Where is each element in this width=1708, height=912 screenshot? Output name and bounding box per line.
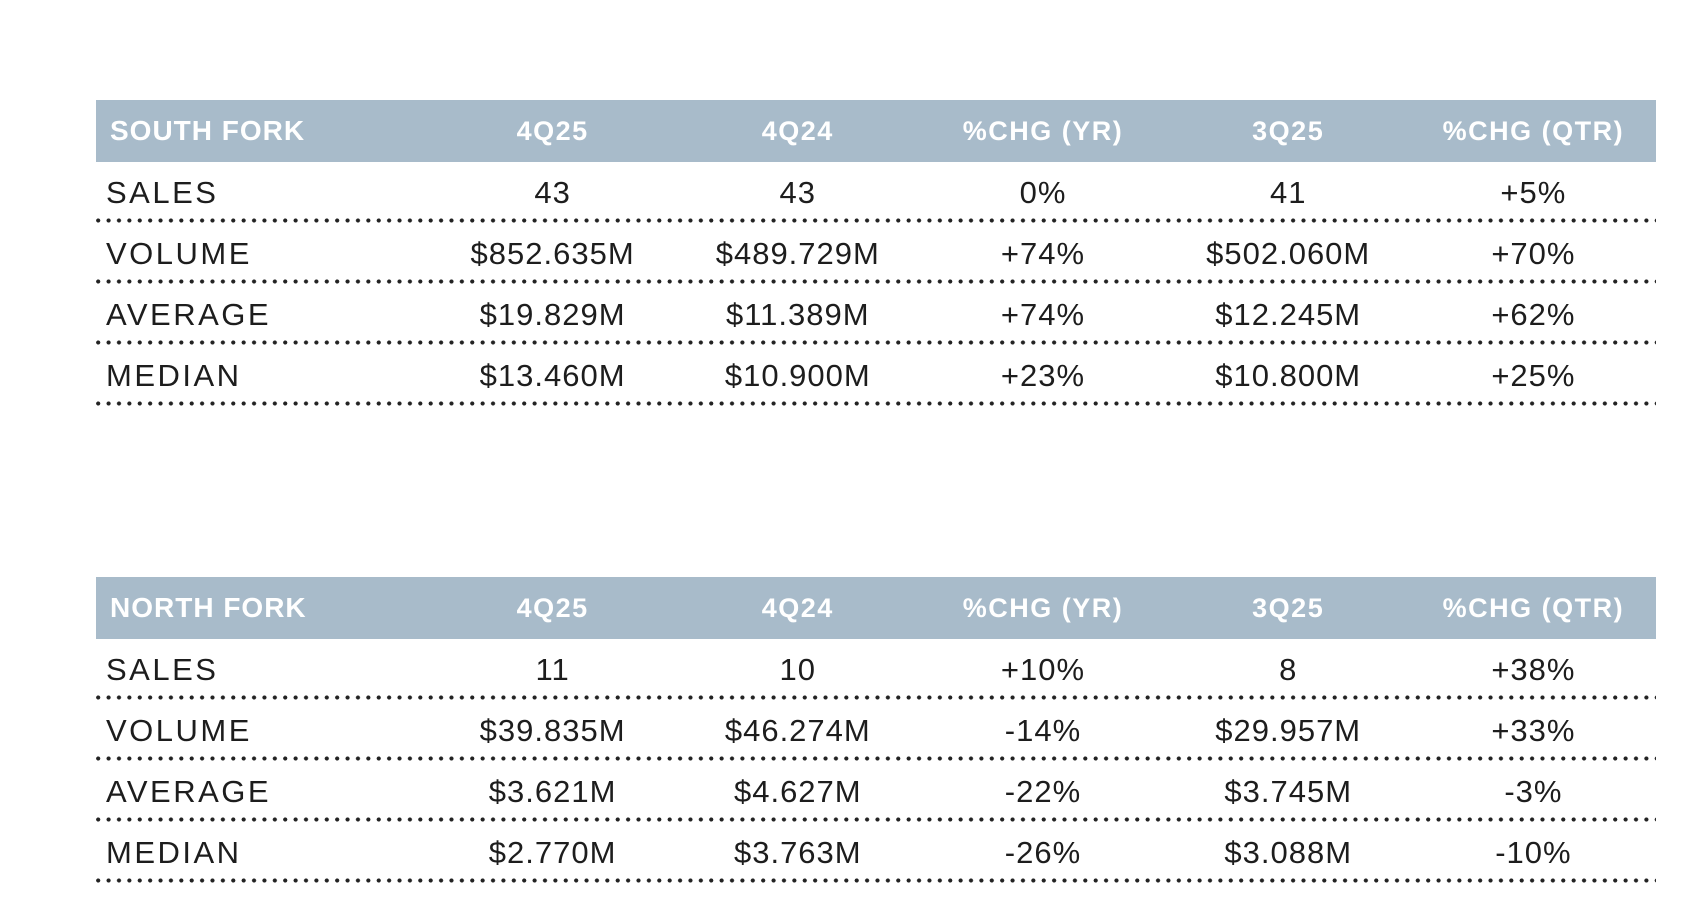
column-header-4q24: 4Q24	[761, 115, 834, 146]
column-header-3q25: 3Q25	[1252, 592, 1325, 623]
cell-value: $852.635M	[470, 235, 635, 271]
cell-value: $2.770M	[488, 834, 617, 870]
table-row-average: AVERAGE $3.621M $4.627M -22% $3.745M -3%	[96, 761, 1656, 822]
row-label: SALES	[106, 651, 219, 687]
cell-value: 43	[534, 174, 571, 210]
row-label: AVERAGE	[106, 773, 272, 809]
cell-value: +74%	[1000, 296, 1086, 332]
column-header-4q25: 4Q25	[516, 592, 589, 623]
north-fork-header-row: NORTH FORK 4Q25 4Q24 %CHG (YR) 3Q25 %CHG…	[96, 577, 1656, 639]
row-label: VOLUME	[106, 235, 252, 271]
cell-value: $29.957M	[1215, 712, 1362, 748]
row-label: VOLUME	[106, 712, 252, 748]
cell-value: 10	[779, 651, 817, 687]
north-fork-table: NORTH FORK 4Q25 4Q24 %CHG (YR) 3Q25 %CHG…	[96, 577, 1656, 883]
cell-value: $11.389M	[725, 296, 870, 332]
cell-value: $12.245M	[1215, 296, 1362, 332]
cell-value: $10.900M	[724, 357, 871, 393]
cell-value: +38%	[1491, 651, 1576, 687]
table-row-volume: VOLUME $852.635M $489.729M +74% $502.060…	[96, 223, 1656, 284]
column-header-chg-qtr: %CHG (QTR)	[1442, 115, 1625, 146]
cell-value: -22%	[1004, 773, 1082, 809]
cell-value: +25%	[1491, 357, 1576, 393]
column-header-3q25: 3Q25	[1252, 115, 1325, 146]
row-label: AVERAGE	[106, 296, 272, 332]
cell-value: +74%	[1000, 235, 1086, 271]
column-header-4q24: 4Q24	[761, 592, 834, 623]
cell-value: $19.829M	[479, 296, 626, 332]
south-fork-table: SOUTH FORK 4Q25 4Q24 %CHG (YR) 3Q25 %CHG…	[96, 100, 1656, 406]
cell-value: +5%	[1500, 174, 1567, 210]
row-label: MEDIAN	[106, 834, 242, 870]
table-title: NORTH FORK	[110, 592, 307, 623]
table-row-median: MEDIAN $13.460M $10.900M +23% $10.800M +…	[96, 345, 1656, 406]
cell-value: 0%	[1019, 174, 1067, 210]
table-row-median: MEDIAN $2.770M $3.763M -26% $3.088M -10%	[96, 822, 1656, 883]
south-fork-header-row: SOUTH FORK 4Q25 4Q24 %CHG (YR) 3Q25 %CHG…	[96, 100, 1656, 162]
cell-value: -14%	[1004, 712, 1082, 748]
cell-value: +23%	[1000, 357, 1086, 393]
cell-value: $39.835M	[479, 712, 626, 748]
table-row-volume: VOLUME $39.835M $46.274M -14% $29.957M +…	[96, 700, 1656, 761]
cell-value: $3.763M	[733, 834, 862, 870]
cell-value: +70%	[1491, 235, 1576, 271]
cell-value: 11	[535, 651, 570, 687]
cell-value: -3%	[1504, 773, 1563, 809]
row-label: MEDIAN	[106, 357, 242, 393]
table-row-sales: SALES 43 43 0% 41 +5%	[96, 162, 1656, 223]
table-title: SOUTH FORK	[110, 115, 306, 146]
column-header-chg-qtr: %CHG (QTR)	[1442, 592, 1625, 623]
column-header-chg-yr: %CHG (YR)	[962, 115, 1124, 146]
cell-value: 41	[1269, 174, 1307, 210]
cell-value: $46.274M	[724, 712, 871, 748]
cell-value: $10.800M	[1215, 357, 1362, 393]
cell-value: -26%	[1004, 834, 1082, 870]
cell-value: $4.627M	[733, 773, 862, 809]
table-row-average: AVERAGE $19.829M $11.389M +74% $12.245M …	[96, 284, 1656, 345]
row-label: SALES	[106, 174, 219, 210]
column-header-chg-yr: %CHG (YR)	[962, 592, 1124, 623]
cell-value: $489.729M	[715, 235, 880, 271]
cell-value: +33%	[1491, 712, 1576, 748]
cell-value: $3.745M	[1224, 773, 1353, 809]
column-header-4q25: 4Q25	[516, 115, 589, 146]
cell-value: -10%	[1495, 834, 1572, 870]
cell-value: $3.088M	[1224, 834, 1353, 870]
cell-value: $13.460M	[479, 357, 626, 393]
cell-value: $3.621M	[488, 773, 617, 809]
cell-value: +62%	[1491, 296, 1576, 332]
table-row-sales: SALES 11 10 +10% 8 +38%	[96, 639, 1656, 700]
cell-value: 43	[779, 174, 817, 210]
cell-value: $502.060M	[1206, 235, 1371, 271]
cell-value: 8	[1279, 651, 1298, 687]
cell-value: +10%	[1000, 651, 1086, 687]
